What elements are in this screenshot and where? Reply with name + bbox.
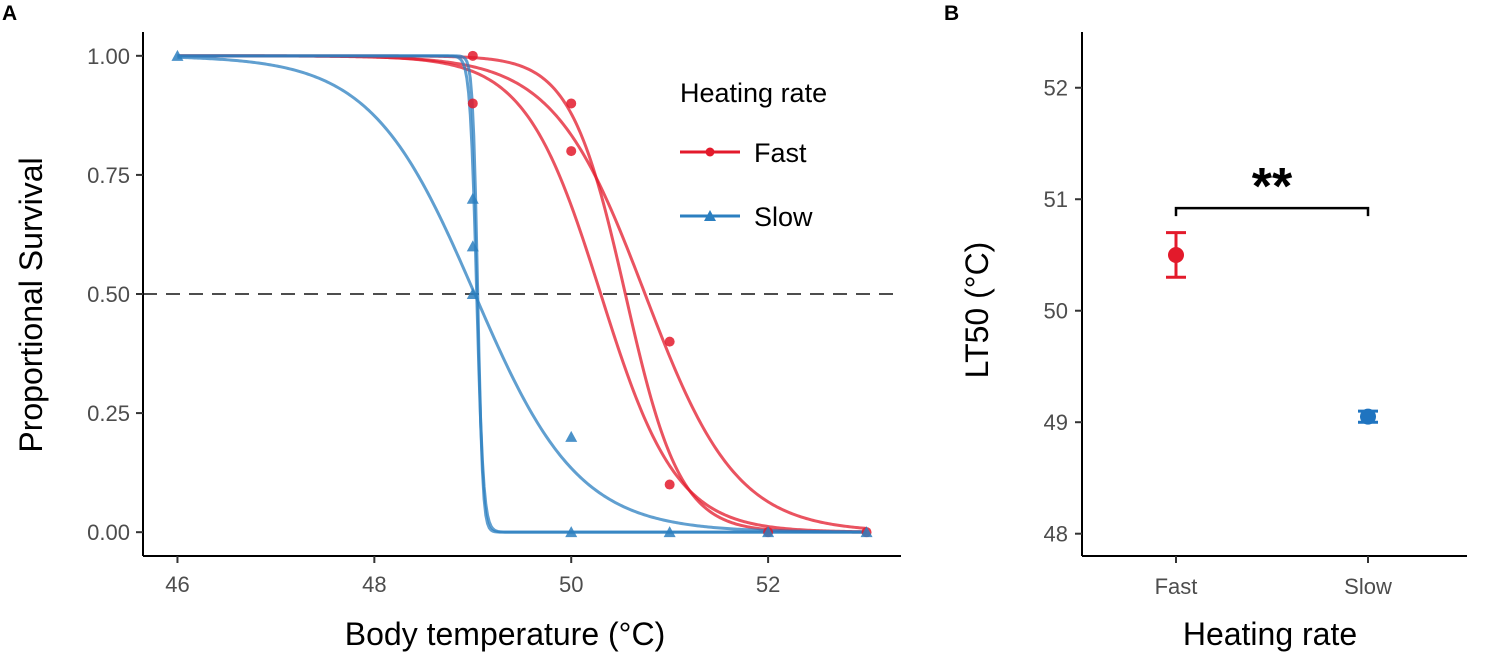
point-slow [663,526,676,538]
panel-b-y-ticks: 48 49 50 51 52 [1044,76,1082,547]
x-tick-label: 52 [756,572,780,597]
panel-a: A 46 48 50 52 0.00 0.25 0.50 0.75 1.00 Body tem… [2,2,901,652]
b-y-tick-label: 52 [1044,76,1068,101]
legend-slow-marker [704,210,716,221]
y-tick-label: 0.50 [87,282,130,307]
panel-a-points [171,49,873,538]
point-fast [467,50,478,61]
y-tick-label: 0.00 [87,520,130,545]
point-slow [466,240,479,252]
panel-b-x-axis-title: Heating rate [1183,616,1357,652]
panel-a-x-axis-title: Body temperature (°C) [345,616,665,652]
b-x-tick-label: Slow [1344,574,1392,599]
b-y-tick-label: 51 [1044,187,1068,212]
panel-a-y-axis-title: Proportional Survival [13,157,49,452]
x-tick-label: 46 [165,572,189,597]
b-y-tick-label: 50 [1044,299,1068,324]
panel-b: B 48 49 50 51 52 Fast Slow ** Heating rate LT… [944,2,1467,652]
significance-label: ** [1252,158,1293,216]
b-x-tick-label: Fast [1155,574,1198,599]
b-y-tick-label: 48 [1044,522,1068,547]
y-tick-label: 1.00 [87,44,130,69]
panel-a-y-ticks: 0.00 0.25 0.50 0.75 1.00 [87,44,143,545]
curve-fast-3 [177,54,867,530]
point-fast [664,479,675,490]
legend: Heating rate Fast Slow [680,78,827,232]
x-tick-label: 50 [559,572,583,597]
x-tick-label: 48 [362,572,386,597]
curve-slow-1 [177,55,867,534]
point-fast [1168,246,1184,263]
point-fast [664,336,675,347]
point-slow [1360,408,1376,425]
b-y-tick-label: 49 [1044,410,1068,435]
y-tick-label: 0.75 [87,163,130,188]
point-fast [467,98,478,109]
y-tick-label: 0.25 [87,401,130,426]
significance-bracket: ** [1174,158,1370,217]
point-slow [762,526,775,538]
legend-slow-label: Slow [754,202,813,232]
panel-a-curves [177,54,867,534]
panel-b-y-axis-title: LT50 (°C) [959,242,995,379]
point-fast [566,146,577,157]
point-slow [565,526,578,538]
point-slow [466,288,479,299]
point-slow [565,430,578,442]
significance-line [1174,206,1370,217]
point-slow [860,526,873,538]
point-fast [566,98,577,109]
panel-a-label: A [2,2,17,25]
legend-fast-marker [705,147,715,157]
panel-b-marks [1166,231,1378,425]
legend-fast-label: Fast [754,138,807,168]
legend-title: Heating rate [680,78,827,108]
point-slow [466,192,479,204]
panel-a-x-ticks: 46 48 50 52 [165,556,780,597]
curve-slow-3 [177,54,867,534]
point-slow [171,49,184,61]
panel-b-label: B [944,2,959,25]
panel-b-x-ticks: Fast Slow [1155,556,1392,599]
